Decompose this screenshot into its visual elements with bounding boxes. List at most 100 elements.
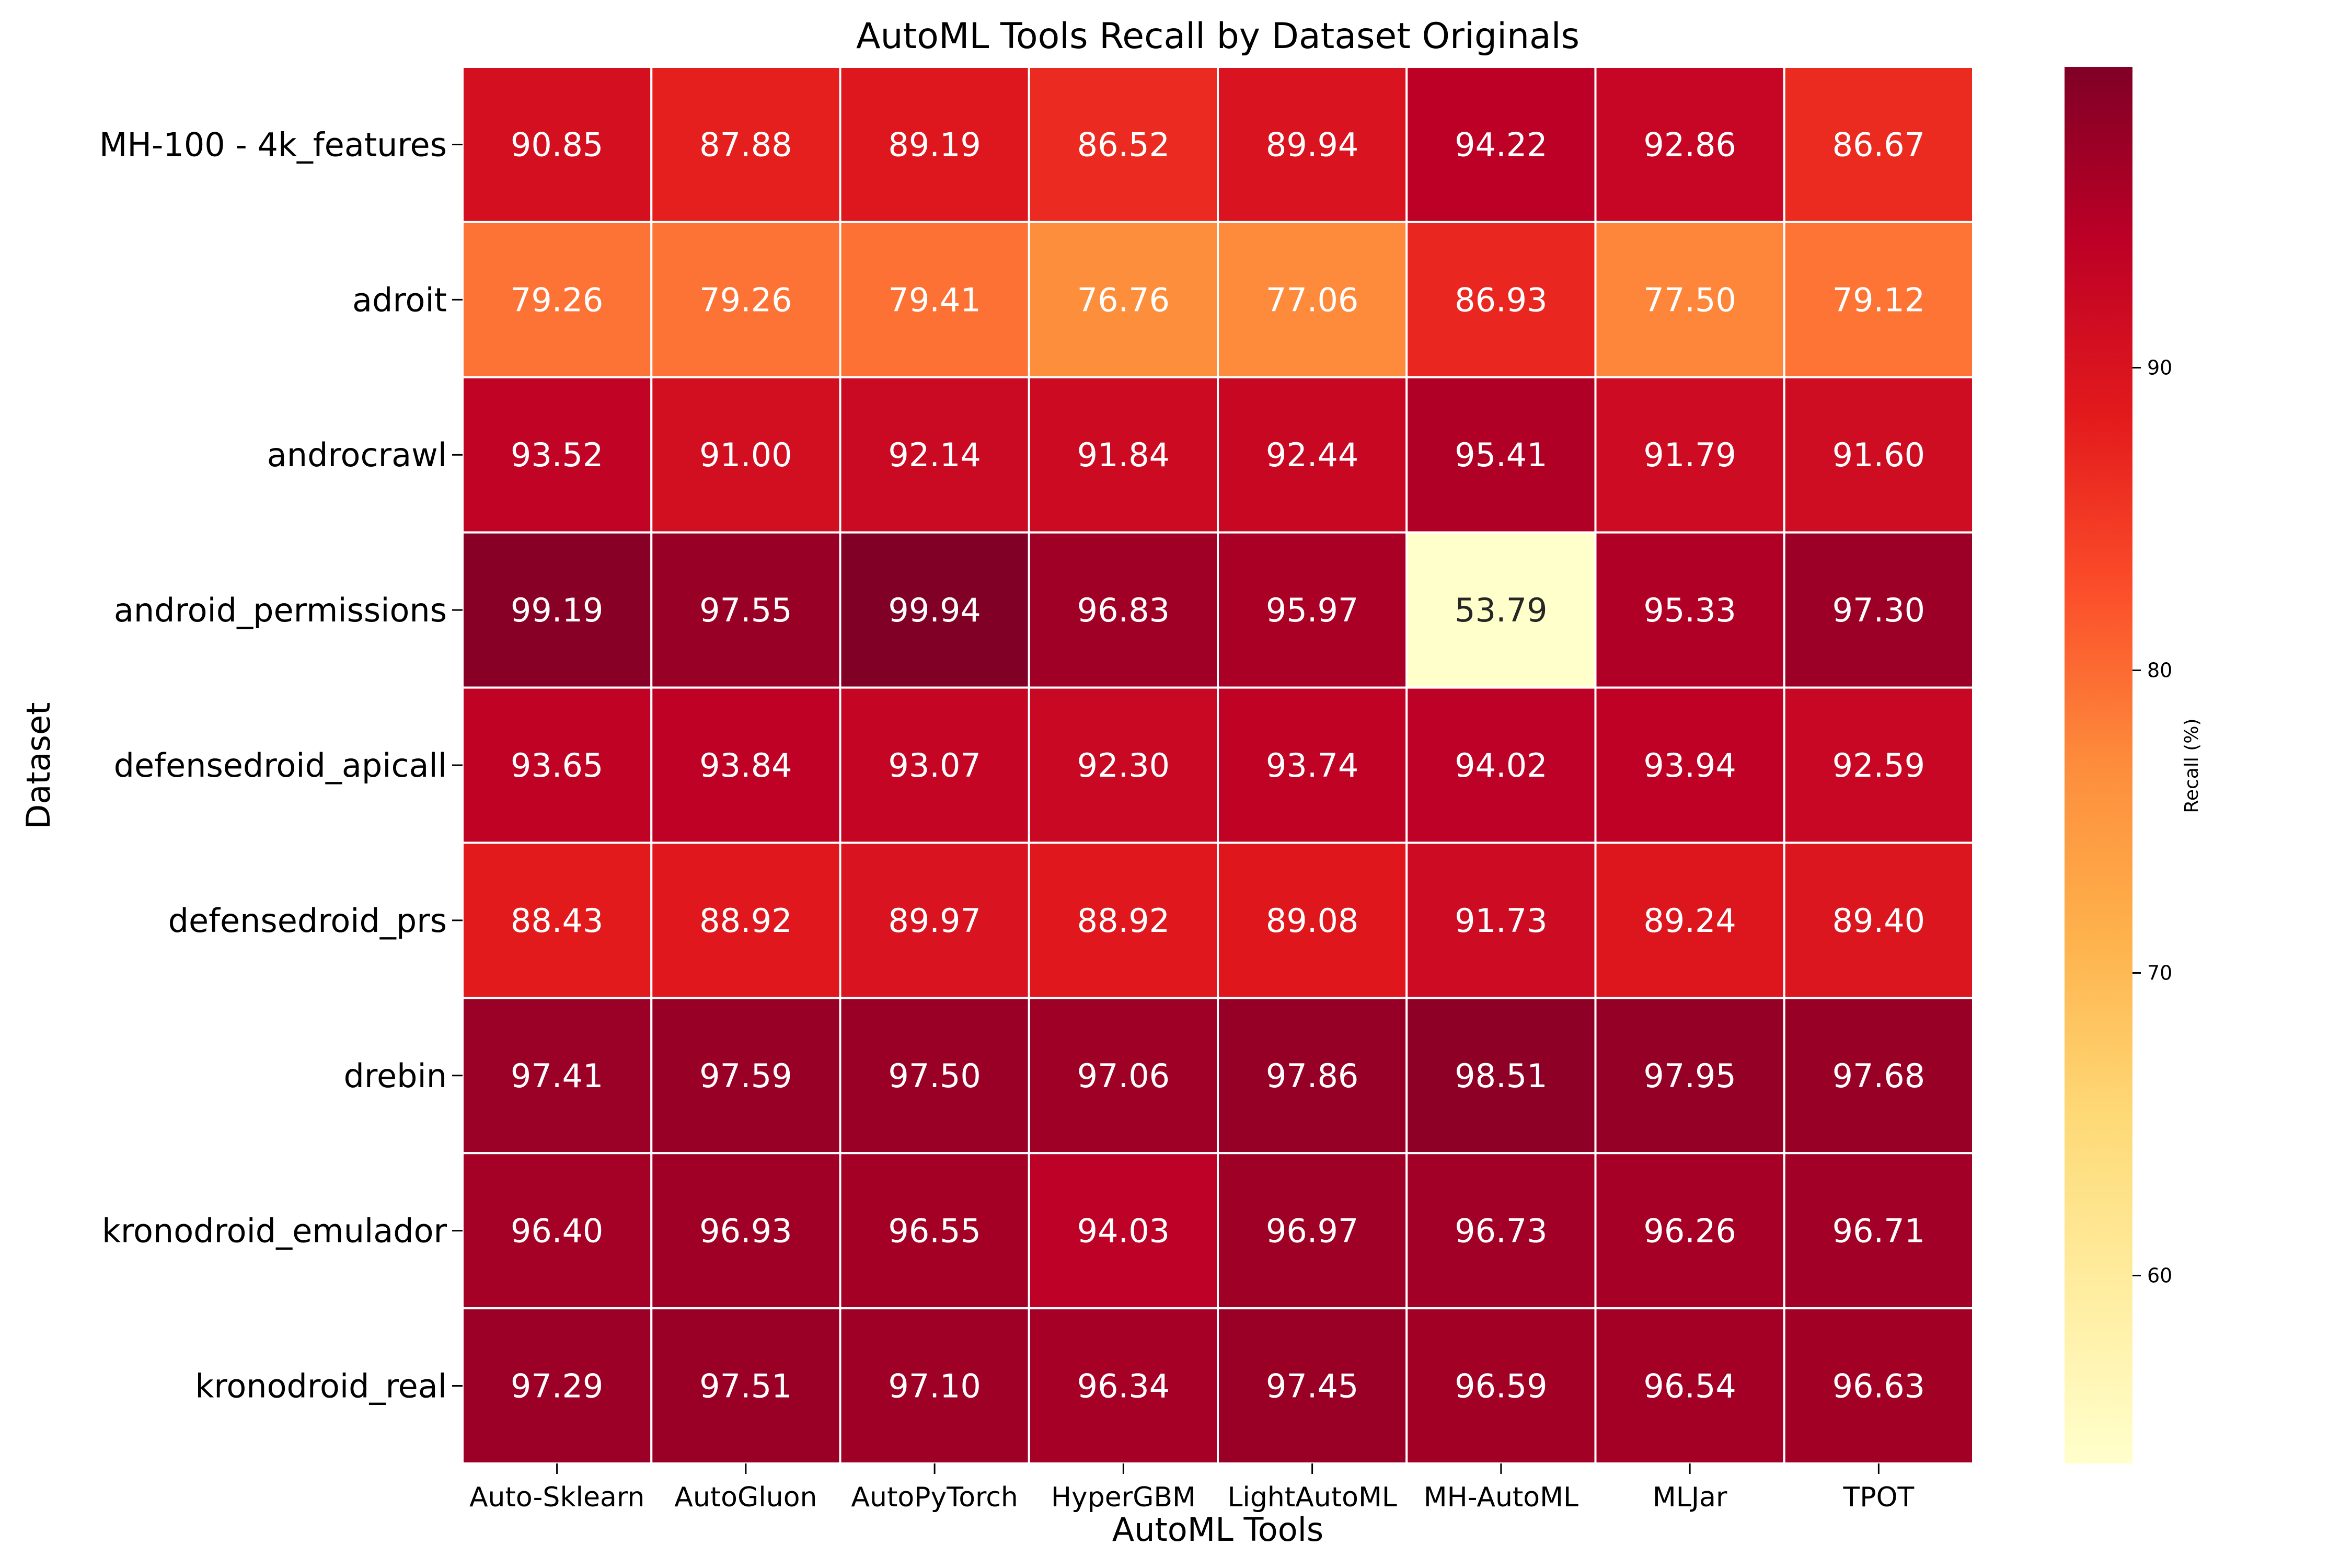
x-tick-label: AutoGluon [674,1482,817,1513]
cell-value-label: 97.06 [1077,1057,1170,1095]
cell-value-label: 96.83 [1077,591,1170,629]
y-tick-label: MH-100 - 4k_features [99,125,447,164]
heatmap-cell [1405,841,1597,999]
cell-value-label: 97.41 [511,1057,604,1095]
cell-value-label: 91.00 [699,436,792,474]
heatmap-cell [1783,221,1974,378]
heatmap-cell [1217,221,1408,378]
cell-value-label: 77.50 [1643,281,1736,319]
heatmap-cell [1217,1152,1408,1310]
cell-value-label: 90.85 [511,125,604,164]
cell-value-label: 95.41 [1455,436,1548,474]
cell-value-label: 92.44 [1266,436,1359,474]
cell-value-label: 89.94 [1266,125,1359,164]
cell-value-label: 98.51 [1455,1057,1548,1095]
heatmap-cell [1783,997,1974,1155]
cell-value-label: 96.97 [1266,1212,1359,1250]
cell-value-label: 94.22 [1455,125,1548,164]
cell-value-label: 97.50 [888,1057,981,1095]
heatmap-cell [839,686,1030,844]
heatmap-cell [1405,1307,1597,1465]
heatmap-cell [1217,686,1408,844]
cell-value-label: 97.95 [1643,1057,1736,1095]
y-tick-label: android_permissions [114,591,447,629]
y-tick-label: kronodroid_emulador [102,1212,447,1250]
cell-value-label: 91.60 [1832,436,1926,474]
colorbar-tick-label: 60 [2147,1264,2172,1287]
cell-value-label: 89.97 [888,902,981,940]
heatmap-cell [1217,531,1408,689]
heatmap-cell [650,376,841,534]
heatmap-cell [1783,686,1974,844]
heatmap-cell [650,1307,841,1465]
heatmap-cell [1594,997,1785,1155]
heatmap-cell [1028,221,1219,378]
x-tick-label: AutoPyTorch [851,1482,1018,1513]
colorbar-tick-label: 90 [2147,356,2172,379]
x-tick-labels: Auto-Sklearn AutoGluon AutoPyTorch HyperGBM… [469,1463,1915,1513]
cell-value-label: 86.67 [1832,125,1926,164]
heatmap-cell [1594,686,1785,844]
y-tick-label: drebin [343,1057,447,1095]
heatmap-cell [1028,1307,1219,1465]
cell-value-label: 91.84 [1077,436,1170,474]
heatmap-cell [1405,376,1597,534]
cell-value-label: 95.33 [1643,591,1736,629]
cell-value-label: 93.84 [699,746,792,785]
cell-value-label: 94.03 [1077,1212,1170,1250]
heatmap-cell [1783,376,1974,534]
cell-value-label: 96.63 [1832,1367,1926,1405]
cell-value-label: 79.41 [888,281,981,319]
cell-value-label: 88.92 [1077,902,1170,940]
cell-value-label: 79.26 [511,281,604,319]
x-tick-label: MLJar [1653,1482,1727,1513]
cell-value-label: 93.07 [888,746,981,785]
heatmap-cell [462,531,653,689]
y-tick-label: androcrawl [267,436,447,474]
cell-value-label: 89.24 [1643,902,1736,940]
cell-value-label: 76.76 [1077,281,1170,319]
heatmap-cell [839,376,1030,534]
heatmap-cell [1028,531,1219,689]
cell-value-label: 97.55 [699,591,792,629]
heatmap-cell [839,997,1030,1155]
cell-value-label: 92.30 [1077,746,1170,785]
cell-value-label: 87.88 [699,125,792,164]
heatmap-cell [839,1307,1030,1465]
cell-value-label: 93.52 [511,436,604,474]
heatmap-cell [1405,66,1597,223]
heatmap-cell [839,841,1030,999]
cell-value-label: 95.97 [1266,591,1359,629]
cell-value-label: 93.74 [1266,746,1359,785]
colorbar [2065,67,2132,1463]
cell-value-label: 96.40 [511,1212,604,1250]
heatmap-cell [1217,1307,1408,1465]
x-tick-label: Auto-Sklearn [469,1482,644,1513]
cell-value-label: 96.73 [1455,1212,1548,1250]
cell-value-label: 93.94 [1643,746,1736,785]
heatmap-cell [1405,686,1597,844]
heatmap-cell [839,66,1030,223]
cell-value-label: 97.45 [1266,1367,1359,1405]
y-tick-label: defensedroid_prs [168,902,447,940]
cell-value-label: 92.59 [1832,746,1926,785]
y-tick-label: kronodroid_real [195,1367,447,1405]
heatmap-cell [1783,841,1974,999]
heatmap-cell [1783,1307,1974,1465]
heatmap-cell [839,531,1030,689]
heatmap-cell [1217,997,1408,1155]
colorbar-tick-label: 70 [2147,961,2172,984]
cell-value-label: 86.93 [1455,281,1548,319]
heatmap-cell [1405,997,1597,1155]
cell-value-label: 89.19 [888,125,981,164]
chart-title: AutoML Tools Recall by Dataset Originals [856,16,1579,57]
cell-value-label: 96.71 [1832,1212,1926,1250]
heatmap-cell [1783,1152,1974,1310]
cell-value-label: 96.34 [1077,1367,1170,1405]
cell-value-label: 99.94 [888,591,981,629]
cell-value-label: 97.29 [511,1367,604,1405]
heatmap-cell [1783,66,1974,223]
cell-value-label: 91.73 [1455,902,1548,940]
